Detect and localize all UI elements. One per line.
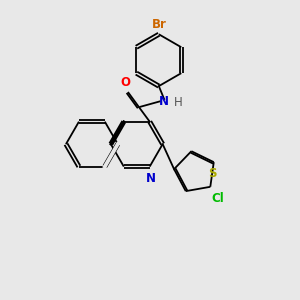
Text: S: S: [208, 167, 217, 179]
Text: O: O: [121, 76, 130, 89]
Text: Cl: Cl: [212, 192, 224, 205]
Text: H: H: [174, 96, 182, 110]
Text: N: N: [159, 95, 169, 108]
Text: N: N: [146, 172, 156, 185]
Text: Br: Br: [152, 18, 166, 31]
